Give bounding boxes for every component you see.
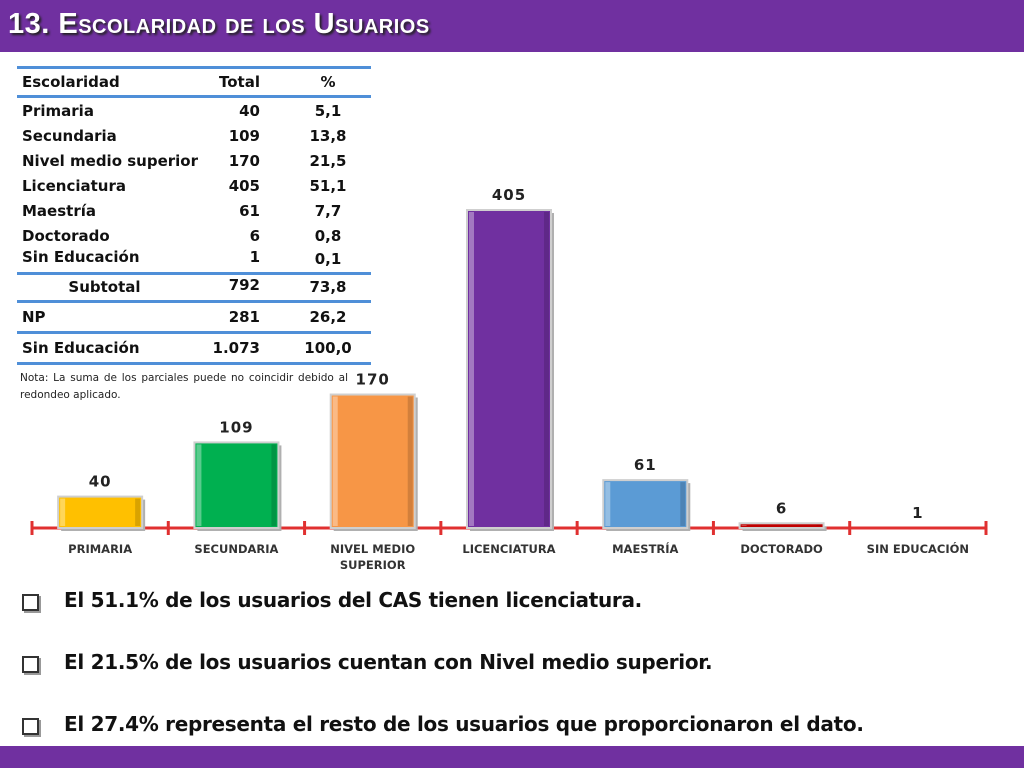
table-rule — [17, 95, 371, 98]
cell-total: 405 — [228, 177, 260, 195]
cell-total: 40 — [239, 102, 260, 120]
x-tick-label: SECUNDARIA — [194, 542, 278, 556]
cell-total: 792 — [228, 276, 260, 294]
list-item: El 21.5% de los usuarios cuentan con Niv… — [22, 650, 1012, 712]
table-row: Nivel medio superior 170 21,5 — [17, 148, 371, 173]
bar-edge-shade — [135, 498, 141, 526]
table-rule — [17, 272, 371, 275]
title-bar: 13. Escolaridad de los Usuarios — [0, 0, 1024, 52]
x-tick-label: MAESTRÍA — [612, 541, 678, 556]
x-tick-label: SUPERIOR — [340, 558, 406, 572]
bar-value-label: 109 — [219, 418, 253, 436]
cell-total: 109 — [228, 127, 260, 145]
bar-highlight — [60, 498, 66, 526]
cell-level: Maestría — [22, 202, 96, 220]
cell-percent: 26,2 — [309, 308, 347, 326]
table-row: Licenciatura 405 51,1 — [17, 173, 371, 198]
bar-highlight — [469, 212, 474, 526]
cell-level: Licenciatura — [22, 177, 126, 195]
table-row: Primaria 40 5,1 — [17, 98, 371, 123]
x-tick-label: SIN EDUCACIÓN — [867, 541, 969, 556]
cell-total: 1.073 — [212, 339, 260, 357]
bar-value-label: 170 — [356, 371, 390, 389]
bar-value-label: 40 — [89, 473, 112, 491]
cell-percent: 51,1 — [309, 177, 347, 195]
bar-highlight — [605, 482, 611, 526]
x-tick-label: LICENCIATURA — [462, 542, 555, 556]
bar-value-label: 6 — [776, 499, 787, 517]
bar — [602, 479, 689, 529]
header-percent: % — [320, 73, 336, 91]
bar-edge-shade — [544, 212, 549, 526]
bar-value-label: 61 — [634, 456, 657, 474]
cell-percent: 13,8 — [309, 127, 347, 145]
header-total: Total — [219, 73, 260, 91]
table-rule — [17, 66, 371, 69]
list-item: El 27.4% representa el resto de los usua… — [22, 712, 1012, 774]
cell-percent: 73,8 — [309, 278, 347, 296]
checkbox-bullet-icon — [22, 594, 39, 611]
bar — [466, 209, 552, 529]
cell-percent: 0,8 — [314, 227, 342, 245]
bar-highlight — [196, 444, 202, 526]
cell-percent: 7,7 — [314, 202, 342, 220]
bar-value-label: 405 — [492, 186, 526, 204]
bar-value-label: 1 — [912, 504, 923, 522]
x-tick-label: DOCTORADO — [740, 542, 823, 556]
cell-level: Nivel medio superior — [22, 152, 198, 170]
table-row: Sin Educación 1 0,1 — [17, 248, 371, 272]
cell-percent: 21,5 — [309, 152, 347, 170]
np-row: NP 281 26,2 — [17, 303, 371, 331]
cell-level: NP — [22, 308, 46, 326]
bar — [738, 522, 825, 529]
cell-level: Primaria — [22, 102, 94, 120]
bar — [57, 495, 144, 529]
bar-highlight — [332, 396, 338, 526]
page-title: 13. Escolaridad de los Usuarios — [8, 8, 430, 40]
bar-edge-shade — [816, 525, 822, 526]
table-rule — [17, 362, 371, 365]
table-row: Secundaria 109 13,8 — [17, 123, 371, 148]
table-note: Nota: La suma de los parciales puede no … — [20, 372, 348, 401]
table-row: Maestría 61 7,7 — [17, 198, 371, 223]
bullet-text: El 27.4% representa el resto de los usua… — [64, 712, 864, 736]
bar-edge-shade — [271, 444, 277, 526]
checkbox-bullet-icon — [22, 718, 39, 735]
findings-list: El 51.1% de los usuarios del CAS tienen … — [22, 588, 1012, 774]
cell-percent: 5,1 — [314, 102, 342, 120]
bar — [193, 441, 280, 530]
total-row: Sin Educación 1.073 100,0 — [17, 334, 371, 362]
table-row: Doctorado 6 0,8 — [17, 223, 371, 248]
table-rule — [17, 300, 371, 303]
bar-edge-shade — [407, 396, 413, 526]
education-table: Escolaridad Total % Primaria 40 5,1 Secu… — [17, 66, 371, 365]
cell-percent: 100,0 — [304, 339, 352, 357]
list-item: El 51.1% de los usuarios del CAS tienen … — [22, 588, 1012, 650]
cell-percent: 0,1 — [314, 250, 342, 268]
cell-level: Subtotal — [68, 278, 141, 296]
bullet-text: El 21.5% de los usuarios cuentan con Niv… — [64, 650, 713, 674]
x-tick-label: NIVEL MEDIO — [330, 542, 415, 556]
cell-level: Doctorado — [22, 227, 110, 245]
cell-total: 6 — [249, 227, 260, 245]
cell-total: 1 — [249, 248, 260, 266]
education-bar-chart: 40 PRIMARIA 109 SECUNDARIA 170 NIVEL MEDIO SUP… — [30, 186, 988, 572]
bar-highlight — [741, 525, 747, 526]
subtotal-row: Subtotal 792 73,8 — [17, 275, 371, 300]
cell-total: 61 — [239, 202, 260, 220]
footer-bar — [0, 746, 1024, 768]
table-header-row: Escolaridad Total % — [17, 69, 371, 95]
x-tick-label: PRIMARIA — [68, 542, 132, 556]
bar — [329, 393, 416, 529]
header-escolaridad: Escolaridad — [22, 73, 120, 91]
cell-level: Sin Educación — [22, 248, 140, 266]
table-rule — [17, 331, 371, 334]
bar-edge-shade — [680, 482, 686, 526]
checkbox-bullet-icon — [22, 656, 39, 673]
cell-level: Sin Educación — [22, 339, 140, 357]
cell-level: Secundaria — [22, 127, 117, 145]
cell-total: 170 — [228, 152, 260, 170]
cell-total: 281 — [228, 308, 260, 326]
bullet-text: El 51.1% de los usuarios del CAS tienen … — [64, 588, 642, 612]
